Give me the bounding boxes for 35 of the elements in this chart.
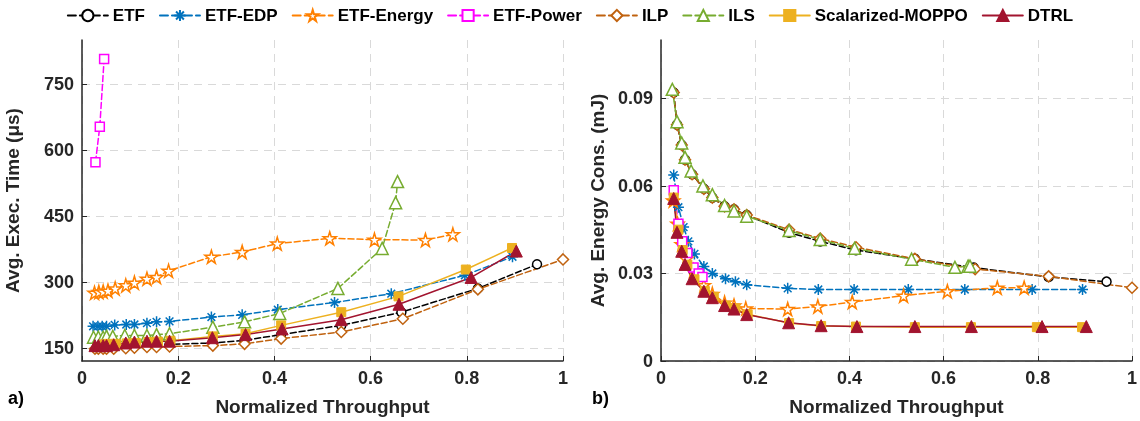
y-tick-label: 0.03 [617,263,653,284]
y-tick-label: 300 [43,271,74,292]
y-axis-title: Avg. Exec. Time (μs) [2,108,23,293]
x-tick-label: 0.8 [454,368,480,388]
legend-label: Scalarized-MOPPO [814,6,968,25]
y-tick-label: 750 [43,73,74,94]
x-tick-label: 0.2 [742,368,768,388]
text: a) [8,388,25,408]
y-tick-label: 150 [43,337,74,358]
y-tick-label: 450 [43,205,74,226]
legend-label: DTRL [1027,6,1074,25]
x-axis-title: Normalized Throughput [215,396,431,417]
x-tick-label: 0.6 [931,368,957,388]
x-tick-label: 0.8 [1025,368,1051,388]
y-tick-label: 0 [642,351,653,371]
legend-label: ILS [728,6,755,25]
x-tick-label: 0 [655,368,667,388]
x-tick-label: 0.6 [358,368,384,388]
y-tick-label: 600 [43,139,74,160]
x-axis-title: Normalized Throughput [789,396,1005,417]
legend-label: ETF-Energy [337,6,434,25]
legend-label: ETF-EDP [204,6,278,25]
x-tick-label: 1 [1126,368,1137,388]
x-tick-label: 0.2 [165,368,191,388]
text: b) [592,388,609,408]
y-axis-title: Avg. Energy Cons. (mJ) [587,93,608,308]
legend-label: ETF [112,6,145,25]
legend-label: ETF-Power [493,6,583,25]
y-tick-label: 0.09 [617,88,653,109]
x-tick-label: 0.4 [836,368,862,388]
x-tick-label: 0.4 [261,368,287,388]
y-tick-label: 0.06 [617,175,653,196]
x-tick-label: 1 [557,368,569,388]
legend-label: ILP [641,6,669,25]
x-tick-label: 0 [76,368,88,388]
